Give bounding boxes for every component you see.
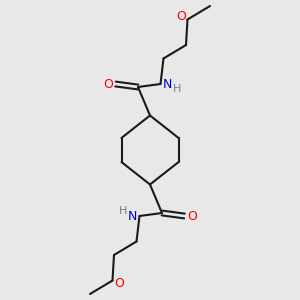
Text: O: O — [187, 209, 197, 223]
Text: N: N — [163, 77, 172, 91]
Text: O: O — [114, 277, 124, 290]
Text: H: H — [173, 83, 181, 94]
Text: O: O — [176, 10, 186, 23]
Text: O: O — [103, 77, 113, 91]
Text: N: N — [128, 209, 137, 223]
Text: H: H — [119, 206, 127, 217]
